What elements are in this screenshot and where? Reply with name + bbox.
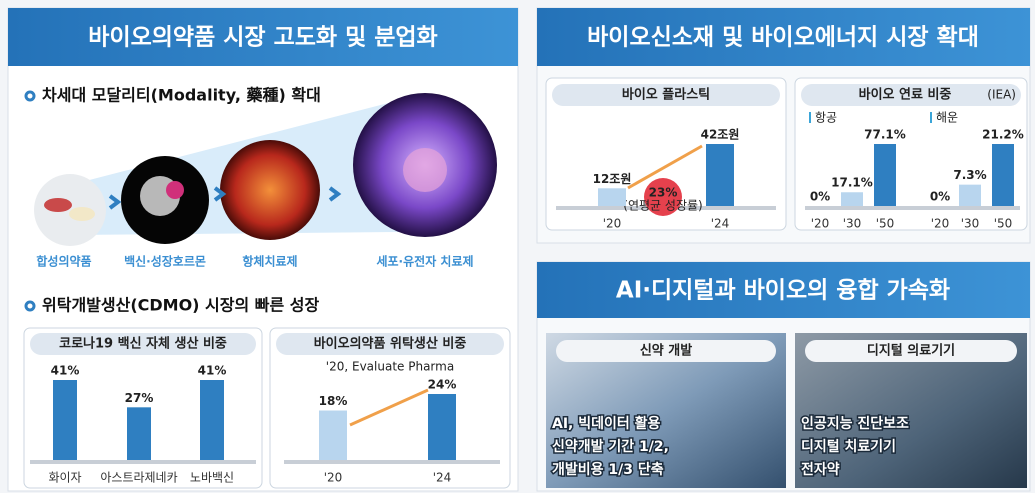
modality-label: 합성의약품 — [36, 254, 91, 269]
category-label: 노바백신 — [190, 471, 234, 485]
value-label: 27% — [125, 391, 154, 405]
modality-label: 세포·유전자 치료제 — [376, 254, 473, 269]
bar — [428, 394, 456, 460]
bar — [706, 144, 734, 206]
category-label: '24 — [711, 217, 730, 231]
chart-note: '20, Evaluate Pharma — [326, 360, 454, 374]
card-line: AI, 빅데이터 활용 — [552, 415, 661, 432]
card-line: 개발비용 1/3 단축 — [552, 461, 664, 478]
value-label: 0% — [810, 190, 830, 204]
chart-source: (IEA) — [987, 88, 1016, 102]
group-label: 해운 — [936, 111, 958, 125]
panel-title: 바이오의약품 시장 고도화 및 분업화 — [88, 25, 437, 51]
cell-nucleus — [403, 148, 447, 192]
category-label: 화이자 — [48, 471, 81, 485]
annotation-value: 23% — [649, 186, 678, 200]
bullet — [26, 92, 34, 100]
category-label: '20 — [324, 471, 343, 485]
value-label: 77.1% — [864, 128, 906, 142]
modality-label: 백신·성장호르몬 — [124, 254, 206, 269]
bullet — [26, 302, 34, 310]
bar — [598, 188, 626, 206]
section-heading: 위탁개발생산(CDMO) 시장의 빠른 성장 — [42, 296, 320, 315]
bar — [841, 192, 863, 206]
group-marker — [930, 112, 932, 123]
value-label: 17.1% — [831, 176, 873, 190]
card-line: 인공지능 진단보조 — [801, 415, 909, 432]
group-label: 항공 — [815, 111, 837, 125]
chart-title: 코로나19 백신 자체 생산 비중 — [59, 336, 227, 352]
chart-title: 바이오 연료 비중 — [859, 87, 952, 103]
value-label: 0% — [930, 190, 950, 204]
category-label: '30 — [961, 217, 980, 231]
section-heading: 차세대 모달리티(Modality, 藥種) 확대 — [42, 86, 321, 105]
pill — [44, 198, 72, 212]
annotation-text: (연평균 성장률) — [623, 199, 702, 213]
bar — [53, 380, 77, 460]
panel-title: 바이오신소재 및 바이오에너지 시장 확대 — [587, 25, 979, 51]
infographic: 바이오의약품 시장 고도화 및 분업화 차세대 모달리티(Modality, 藥… — [0, 0, 1035, 493]
protein — [166, 181, 184, 199]
bar — [127, 407, 151, 460]
category-label: '20 — [811, 217, 830, 231]
card-line: 디지털 치료기기 — [801, 438, 896, 455]
value-label: 41% — [198, 364, 227, 378]
value-label: 24% — [428, 378, 457, 392]
card-title: 신약 개발 — [640, 343, 692, 359]
antibody-image — [220, 140, 320, 240]
card-line: 전자약 — [801, 461, 840, 478]
bar — [319, 411, 347, 461]
chart-title: 바이오의약품 위탁생산 비중 — [314, 336, 467, 352]
value-label: 41% — [51, 364, 80, 378]
category-label: '20 — [931, 217, 950, 231]
bar — [992, 144, 1014, 206]
panel-title: AI·디지털과 바이오의 융합 가속화 — [616, 278, 950, 304]
category-label: '24 — [433, 471, 452, 485]
value-label: 18% — [319, 394, 348, 408]
category-label: '20 — [603, 217, 622, 231]
bar — [200, 380, 224, 460]
modality-label: 항체치료제 — [242, 254, 297, 269]
category-label: '50 — [876, 217, 895, 231]
value-label: 21.2% — [982, 128, 1024, 142]
card-title: 디지털 의료기기 — [867, 343, 955, 359]
chart-title: 바이오 플라스틱 — [622, 87, 710, 103]
pill — [69, 207, 95, 221]
bar — [874, 144, 896, 206]
bar — [959, 185, 981, 206]
value-label: 12조원 — [593, 172, 632, 186]
category-label: '50 — [994, 217, 1013, 231]
card-line: 신약개발 기간 1/2, — [552, 438, 669, 455]
category-label: 아스트라제네카 — [100, 471, 177, 485]
pills-image — [34, 174, 106, 246]
group-marker — [809, 112, 811, 123]
category-label: '30 — [843, 217, 862, 231]
value-label: 7.3% — [953, 168, 986, 182]
value-label: 42조원 — [701, 128, 740, 142]
